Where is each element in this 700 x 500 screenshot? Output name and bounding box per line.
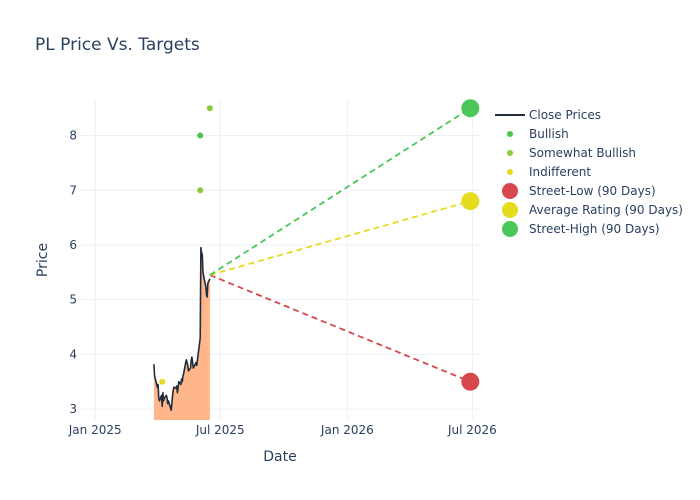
y-tick-label: 8	[69, 129, 77, 143]
legend-label: Bullish	[529, 127, 569, 141]
close-price-series	[153, 246, 211, 411]
legend-marker-symbol	[502, 183, 518, 199]
legend-label: Indifferent	[529, 165, 591, 179]
legend-label: Somewhat Bullish	[529, 146, 636, 160]
y-tick-label: 7	[69, 183, 77, 197]
target-line	[209, 200, 471, 276]
axis-ticks: 3 4 5 6 7 8 Jan 2025 Jul 2025 Jan 2026 Jul 2026	[68, 129, 497, 437]
legend-label: Street-Low (90 Days)	[529, 184, 656, 198]
target-line	[209, 107, 471, 276]
legend-marker-symbol	[502, 202, 518, 218]
y-tick-label: 3	[69, 402, 77, 416]
legend-dot-symbol	[507, 150, 513, 156]
legend-dot-symbol	[507, 169, 513, 175]
y-tick-label: 4	[69, 347, 77, 361]
close-price-area	[153, 247, 210, 420]
target-marker	[461, 99, 480, 118]
rating-point	[159, 378, 166, 385]
grid	[80, 100, 480, 420]
x-axis-title: Date	[263, 449, 296, 465]
legend-marker-symbol	[502, 221, 518, 237]
x-tick-label: Jan 2025	[68, 423, 122, 437]
y-tick-label: 6	[69, 238, 77, 252]
legend-label: Close Prices	[529, 108, 601, 122]
target-marker	[461, 372, 480, 391]
x-tick-label: Jul 2025	[195, 423, 245, 437]
y-tick-label: 5	[69, 293, 77, 307]
rating-point	[197, 132, 204, 139]
rating-points	[159, 105, 213, 385]
close-price-line	[153, 246, 211, 411]
close-price-fill	[153, 247, 210, 420]
x-tick-label: Jan 2026	[320, 423, 374, 437]
legend: Close Prices Bullish Somewhat Bullish Indif…	[495, 108, 683, 237]
legend-label: Average Rating (90 Days)	[529, 203, 683, 217]
rating-point	[206, 105, 213, 112]
x-tick-label: Jul 2026	[447, 423, 497, 437]
chart-title: PL Price Vs. Targets	[35, 35, 200, 55]
target-line	[209, 274, 471, 383]
y-axis-title: Price	[35, 243, 51, 277]
rating-point	[197, 187, 204, 194]
target-lines	[209, 99, 480, 391]
target-marker	[461, 192, 480, 211]
legend-label: Street-High (90 Days)	[529, 222, 660, 236]
legend-dot-symbol	[507, 131, 513, 137]
